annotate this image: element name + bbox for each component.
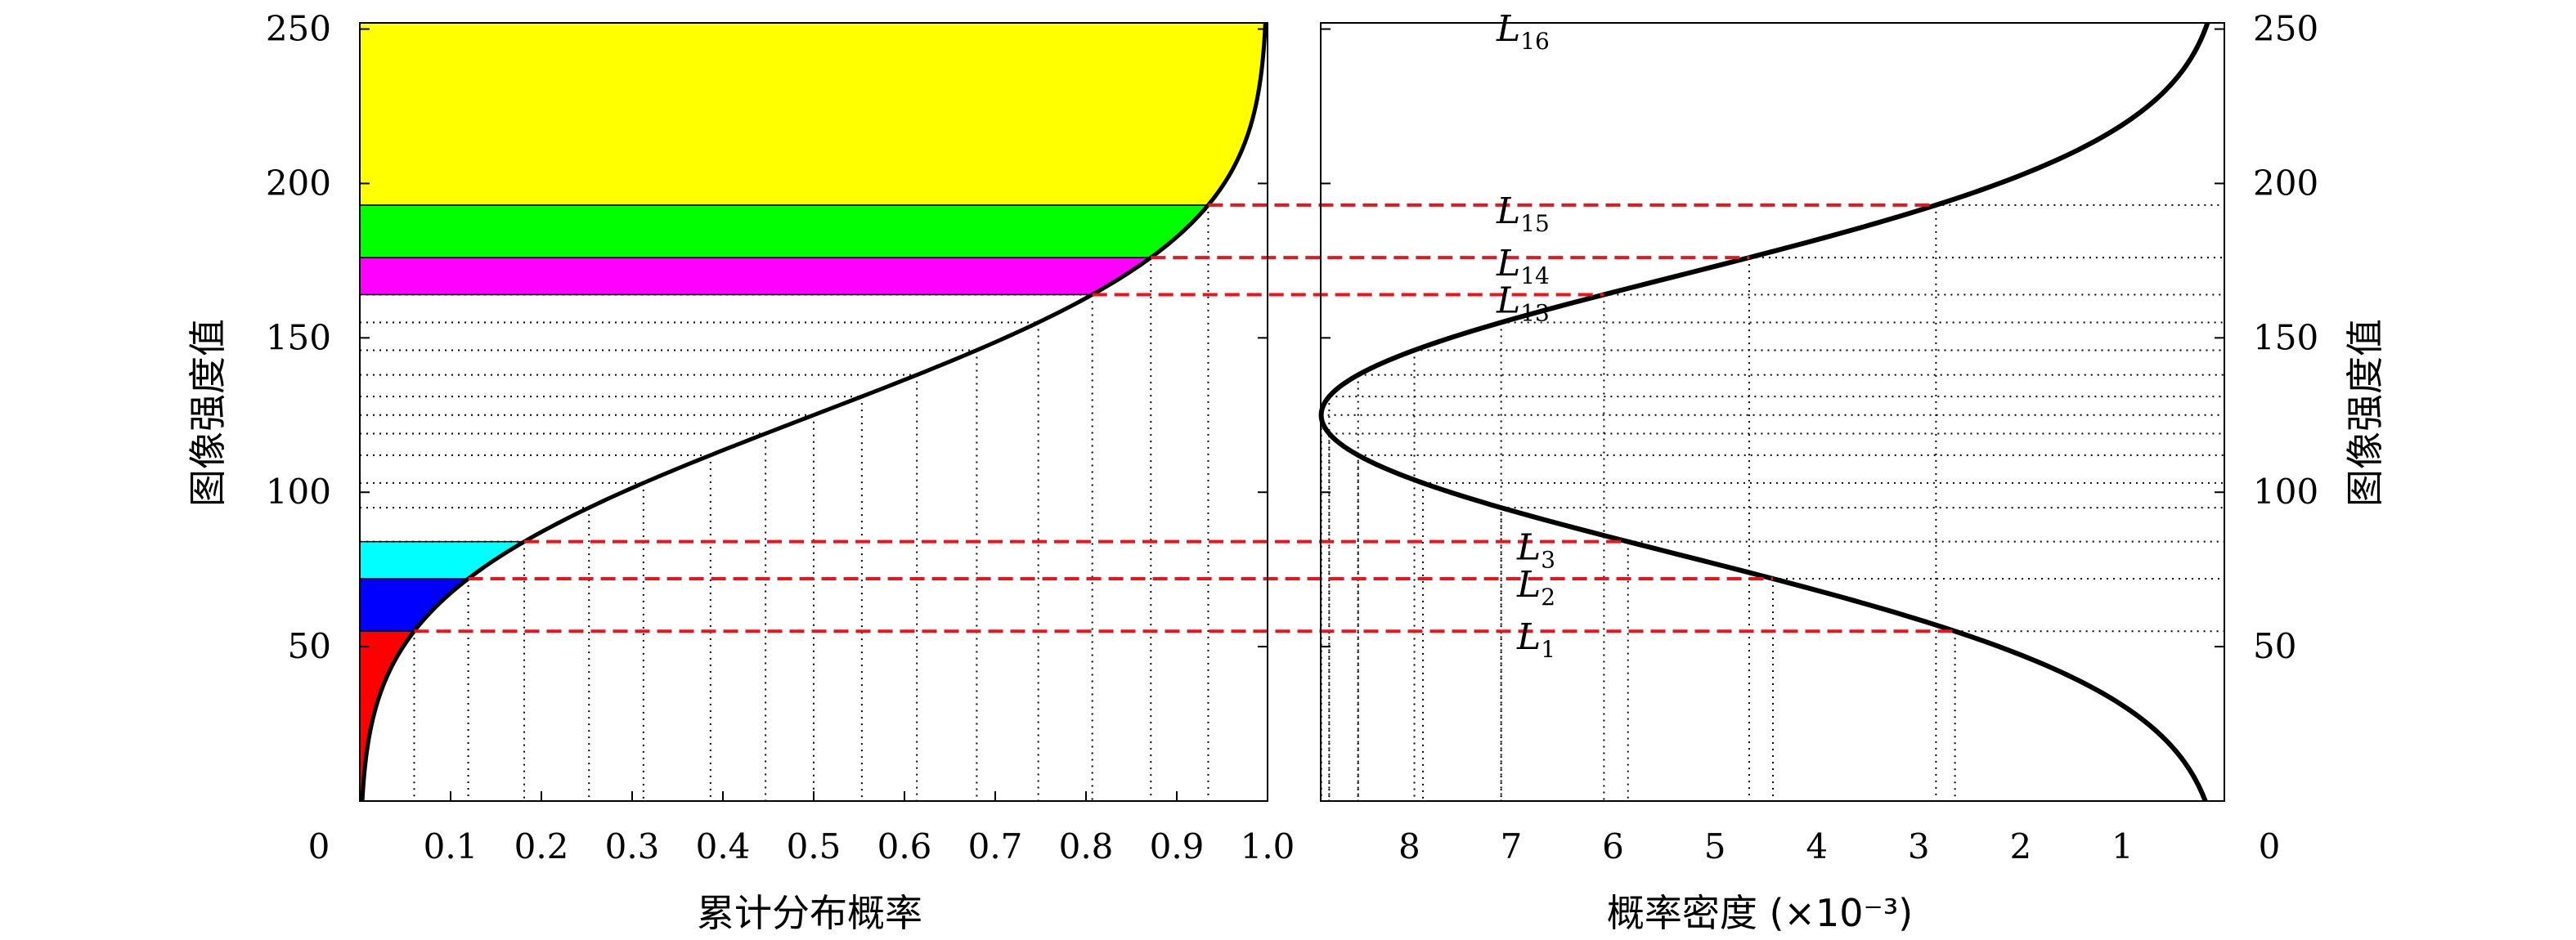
band-layer [359, 22, 1267, 802]
right-y-tick-label-3: 200 [2253, 163, 2318, 203]
right-y-tick-label-2: 150 [2253, 317, 2318, 357]
level-label-base: L [1516, 527, 1541, 569]
level-label-L15: L15 [1496, 190, 1550, 237]
left-y-tick-label-3: 200 [266, 163, 331, 203]
level-label-subscript: 15 [1520, 210, 1550, 237]
left-y-tick-label-1: 100 [266, 472, 331, 512]
band-5 [359, 204, 1210, 258]
level-label-base: L [1496, 190, 1520, 232]
level-label-subscript: 2 [1541, 584, 1555, 611]
level-label-base: L [1496, 280, 1520, 321]
band-3 [359, 540, 527, 580]
band-6 [359, 22, 1267, 206]
level-label-L16: L16 [1496, 8, 1550, 55]
left-x-tick-label-10: 1.0 [1241, 826, 1295, 866]
right-plot-frame [1320, 22, 2225, 802]
cdf-curve [360, 22, 1268, 802]
right-x-tick-label-1: 7 [1501, 826, 1523, 866]
band-2 [359, 578, 470, 632]
connector-layer [414, 203, 1955, 633]
right-y-tick-label-0: 50 [2253, 626, 2296, 666]
tick-layer: 0 0.1 0.2 0.3 0.4 0.5 0.6 0.7 0.8 0.9 1.0 8 7 6 5 4 3 2 1 0… [266, 9, 2318, 866]
left-x-tick-label-5: 0.5 [787, 826, 841, 866]
right-y-tick-label-1: 100 [2253, 472, 2318, 512]
level-label-L1: L1 [1516, 616, 1555, 663]
left-y-axis-title: 图像强度值 [186, 319, 230, 507]
right-x-tick-label-4: 4 [1806, 826, 1828, 866]
right-x-axis-title: 概率密度 (×10⁻³) [1607, 891, 1913, 935]
level-label-L2: L2 [1516, 564, 1555, 611]
left-x-tick-label-1: 0.1 [424, 826, 478, 866]
right-x-tick-label-7: 1 [2112, 826, 2134, 866]
level-label-subscript: 1 [1541, 636, 1555, 663]
left-x-tick-label-3: 0.3 [605, 826, 660, 866]
left-x-tick-label-6: 0.6 [877, 826, 932, 866]
left-y-tick-label-2: 150 [266, 317, 331, 357]
left-x-tick-label-0: 0 [308, 826, 330, 866]
level-label-L14: L14 [1496, 243, 1550, 289]
right-y-tick-label-4: 250 [2253, 9, 2318, 49]
level-label-L3: L3 [1516, 527, 1555, 574]
right-x-tick-label-2: 6 [1602, 826, 1624, 866]
right-x-tick-label-6: 2 [2009, 826, 2031, 866]
left-x-tick-label-8: 0.8 [1059, 826, 1114, 866]
left-x-tick-label-9: 0.9 [1150, 826, 1205, 866]
right-x-tick-label-0: 8 [1398, 826, 1420, 866]
right-y-axis-title: 图像强度值 [2343, 319, 2387, 507]
left-x-axis-title: 累计分布概率 [697, 891, 922, 935]
level-label-base: L [1496, 243, 1520, 284]
left-y-tick-label-4: 250 [266, 9, 331, 49]
level-label-L13: L13 [1496, 280, 1550, 326]
level-label-subscript: 3 [1541, 547, 1555, 574]
level-label-base: L [1496, 8, 1520, 50]
left-y-tick-label-0: 50 [288, 626, 331, 666]
level-label-subscript: 14 [1520, 262, 1550, 289]
left-x-tick-label-4: 0.4 [696, 826, 751, 866]
level-label-base: L [1516, 616, 1541, 658]
left-x-tick-label-7: 0.7 [968, 826, 1023, 866]
right-x-tick-label-3: 5 [1704, 826, 1726, 866]
level-label-subscript: 13 [1520, 299, 1550, 326]
level-label-base: L [1516, 564, 1541, 606]
pdf-curve [1318, 22, 2210, 803]
level-label-subscript: 16 [1520, 28, 1550, 55]
band-1 [359, 630, 416, 802]
right-x-tick-label-5: 3 [1908, 826, 1930, 866]
band-4 [359, 257, 1153, 296]
right-x-tick-label-8: 0 [2259, 826, 2281, 866]
left-x-tick-label-2: 0.2 [514, 826, 569, 866]
